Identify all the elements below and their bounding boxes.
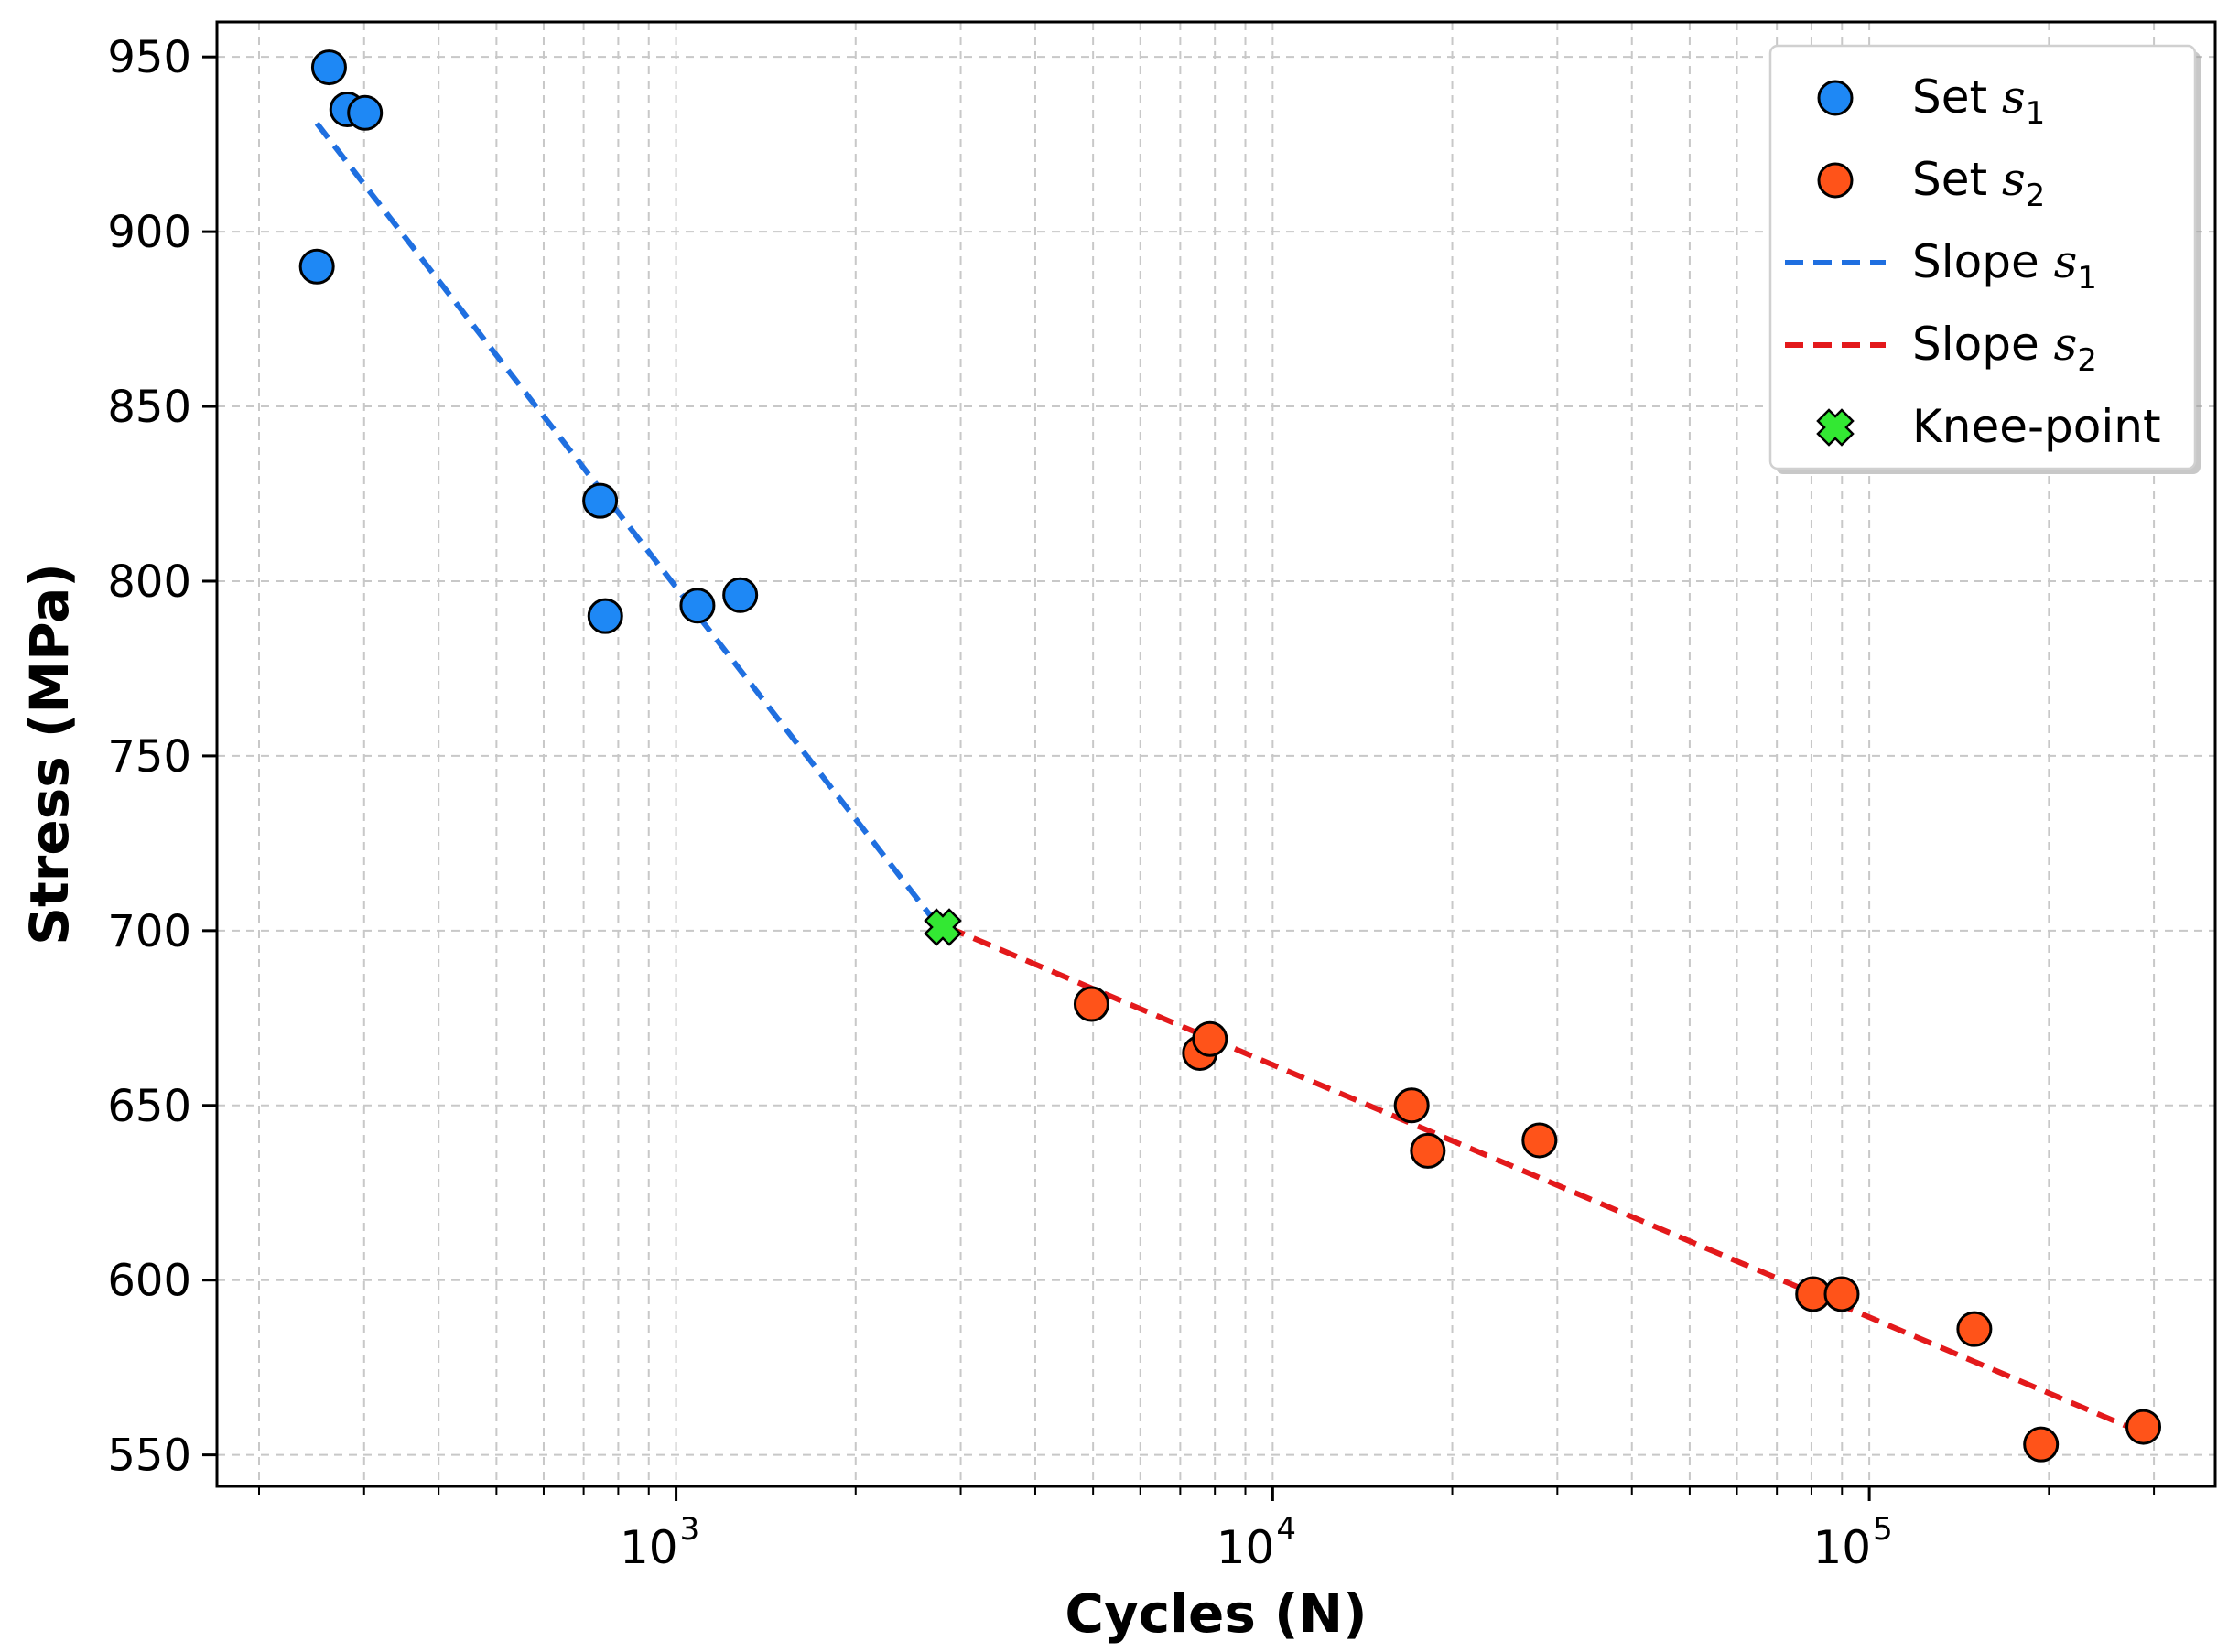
set-s2-point xyxy=(1393,1087,1430,1124)
y-tick-label: 550 xyxy=(107,1431,191,1482)
grid-lines xyxy=(217,22,2215,1486)
set-s2-point xyxy=(1521,1122,1558,1159)
set-s1-point xyxy=(347,94,384,131)
legend-slope-s1-label: Slope s1 xyxy=(1912,235,2097,297)
set-s2-point xyxy=(2023,1426,2060,1463)
x-tick-label-base: 10 xyxy=(1217,1521,1275,1574)
y-tick-label: 600 xyxy=(107,1256,191,1307)
legend-set-s2-label: Set s2 xyxy=(1912,153,2045,214)
x-tick-label-exponent: 4 xyxy=(1276,1511,1296,1548)
slope-s1-line xyxy=(314,121,947,936)
x-tick-label-exponent: 3 xyxy=(680,1511,700,1548)
y-tick-label: 800 xyxy=(107,556,191,608)
slope-s2-line xyxy=(946,924,2147,1437)
x-tick-label: 10 4 xyxy=(1217,1511,1296,1574)
set-s1-point xyxy=(298,248,335,285)
y-axis-label: Stress (MPa) xyxy=(18,563,81,945)
legend-set-s1-label: Set s1 xyxy=(1912,70,2045,132)
set-s1-point xyxy=(587,598,623,634)
set-s2-point xyxy=(1073,986,1109,1022)
y-tick-label: 650 xyxy=(107,1081,191,1132)
x-tick-label: 10 5 xyxy=(1812,1511,1892,1574)
legend-knee-point-marker xyxy=(1816,408,1855,447)
set-s1-point xyxy=(679,588,716,624)
plot-frame xyxy=(215,20,2217,1488)
x-tick-label: 10 3 xyxy=(620,1511,699,1574)
x-tick-label-base: 10 xyxy=(1812,1521,1871,1574)
legend-box xyxy=(1768,44,2197,470)
set-s2-point xyxy=(2125,1409,2162,1445)
y-tick-label: 950 xyxy=(107,32,191,83)
x-tick-label-exponent: 5 xyxy=(1873,1511,1893,1548)
set-s2-point xyxy=(1192,1020,1228,1057)
x-axis-ticks: 10 3 10 4 10 5 xyxy=(258,1486,2156,1574)
legend-knee-point-label: Knee-point xyxy=(1912,400,2161,453)
set-s2-point xyxy=(1823,1276,1860,1312)
knee-point-marker xyxy=(924,908,962,946)
set-s1-point xyxy=(722,577,759,613)
y-tick-label: 750 xyxy=(107,731,191,783)
legend-set-s1-marker xyxy=(1817,80,1854,116)
y-tick-label: 850 xyxy=(107,382,191,433)
x-tick-label-base: 10 xyxy=(620,1521,678,1574)
set-s2-point xyxy=(1956,1311,1993,1347)
y-axis-ticks: 550 600 650 700 750 800 850 900 950 xyxy=(107,32,217,1482)
legend: Set s1 Set s2 Slope s1 Slope s2 Knee-point xyxy=(1768,44,2201,474)
y-tick-label: 900 xyxy=(107,207,191,258)
legend-set-s2-marker xyxy=(1817,162,1854,199)
set-s2-point xyxy=(1410,1132,1446,1169)
legend-slope-s2-label: Slope s2 xyxy=(1912,318,2097,379)
set-s1-point xyxy=(582,482,619,519)
x-axis-label: Cycles (N) xyxy=(1065,1582,1367,1645)
set-s1-point xyxy=(310,49,347,86)
plot-series xyxy=(298,49,2162,1463)
y-tick-label: 700 xyxy=(107,906,191,957)
